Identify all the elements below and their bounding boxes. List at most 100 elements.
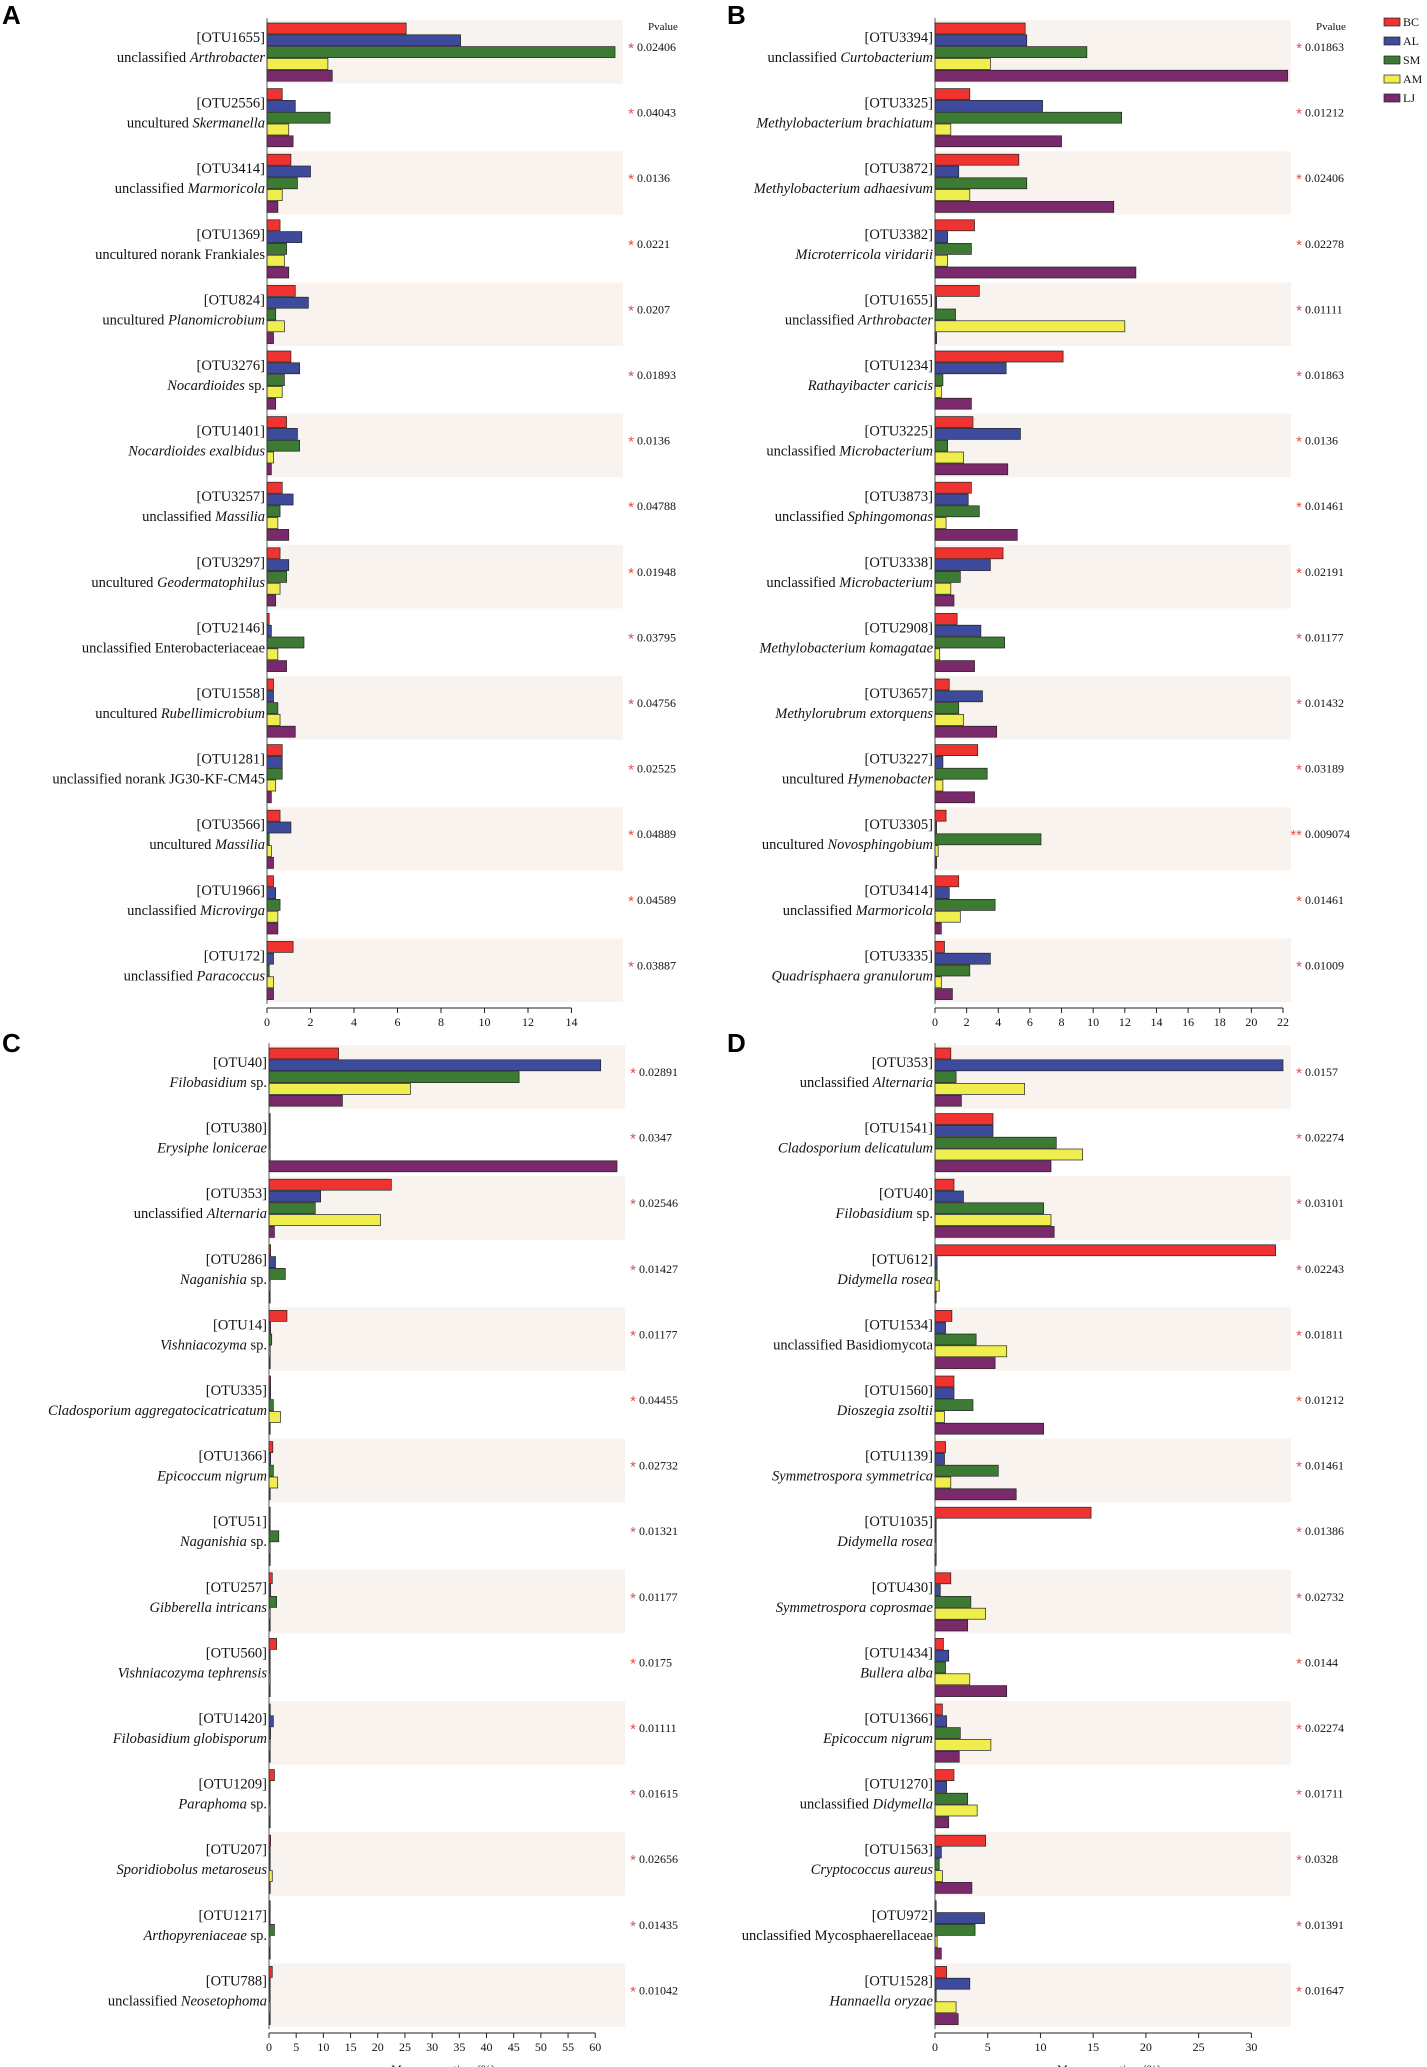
significance-stars: * xyxy=(1296,565,1302,582)
pvalue-label: 0.02891 xyxy=(639,1065,678,1079)
bar-bc xyxy=(268,1638,277,1650)
bar-sm xyxy=(266,702,279,714)
otu-label: [OTU3338] xyxy=(865,555,933,571)
bar-am xyxy=(934,254,949,267)
bar-group xyxy=(266,875,281,935)
otu-label: [OTU1366] xyxy=(865,1711,933,1727)
bar-am xyxy=(266,189,283,201)
pvalue-label: 0.01461 xyxy=(1305,499,1344,513)
pvalue-label: 0.03101 xyxy=(1305,1196,1344,1210)
otu-label: [OTU3414] xyxy=(865,883,933,899)
bar-bc xyxy=(934,1441,946,1453)
x-tick-label: 25 xyxy=(1193,2040,1205,2054)
bar-am xyxy=(266,779,277,792)
bar-group xyxy=(934,1310,1008,1369)
bar-bc xyxy=(268,1310,288,1322)
bar-al xyxy=(934,1649,950,1662)
pvalue-label: 0.01177 xyxy=(639,1327,678,1341)
bar-lj xyxy=(934,1882,973,1894)
otu-label: [OTU3325] xyxy=(865,96,933,112)
significance-stars: * xyxy=(1296,1065,1302,1082)
bar-al xyxy=(934,756,944,768)
bar-lj xyxy=(934,69,1289,82)
significance-stars: * xyxy=(630,1196,636,1213)
significance-stars: * xyxy=(628,302,634,319)
significance-stars: * xyxy=(628,565,634,582)
x-axis-label: Mean proportions(%) xyxy=(391,2062,495,2067)
legend-label-bc: BC xyxy=(1403,15,1419,29)
significance-stars: * xyxy=(1296,1590,1302,1607)
x-tick-label: 45 xyxy=(508,2040,520,2054)
bar-sm xyxy=(934,1399,974,1411)
x-tick-label: 12 xyxy=(522,1015,534,1029)
taxon-label: Naganishia sp. xyxy=(179,1534,267,1550)
bar-group xyxy=(268,1244,286,1304)
x-tick-label: 20 xyxy=(372,2040,384,2054)
taxon-label: unclassified Neosetophoma xyxy=(108,1993,267,2009)
bar-sm xyxy=(934,308,956,321)
taxon-label: unclassified Microvirga xyxy=(127,903,265,919)
taxon-label: Quadrisphaera granulorum xyxy=(771,968,933,984)
taxon-label: Microterricola viridarii xyxy=(794,247,933,263)
bar-lj xyxy=(268,1094,343,1107)
otu-label: [OTU51] xyxy=(213,1514,267,1530)
pvalue-label: 0.01647 xyxy=(1305,1983,1344,1997)
bar-sm xyxy=(934,46,1088,58)
bar-al xyxy=(266,952,274,965)
taxon-label: Filobasidium sp. xyxy=(169,1075,268,1091)
taxon-label: uncultured Novosphingobium xyxy=(762,837,933,853)
pvalue-label: 0.01811 xyxy=(1305,1327,1344,1341)
bar-lj xyxy=(266,857,274,869)
otu-label: [OTU430] xyxy=(872,1580,933,1596)
taxon-label: Vishniacozyma tephrensis xyxy=(118,1665,268,1681)
pvalue-label: 0.01177 xyxy=(1305,630,1344,644)
otu-label: [OTU3335] xyxy=(865,948,933,964)
significance-stars: * xyxy=(1296,1918,1302,1935)
pvalue-label: 0.01111 xyxy=(1305,302,1343,316)
pvalue-label: 0.0221 xyxy=(637,237,670,251)
pvalue-label: 0.03887 xyxy=(637,958,676,972)
bar-am xyxy=(266,648,279,661)
bar-sm xyxy=(934,1464,999,1477)
taxon-label: uncultured Planomicrobium xyxy=(102,312,265,328)
bar-sm xyxy=(934,702,960,714)
bar-sm xyxy=(266,308,277,321)
bar-al xyxy=(934,100,1043,112)
row-band xyxy=(267,544,623,609)
significance-stars: * xyxy=(1296,1852,1302,1869)
x-tick-label: 14 xyxy=(1150,1015,1162,1029)
bar-al xyxy=(934,34,1028,47)
bar-lj xyxy=(934,1947,942,1960)
bar-bc xyxy=(266,809,281,822)
bar-sm xyxy=(934,243,972,255)
row-band xyxy=(269,1832,625,1896)
bar-lj xyxy=(934,1488,1017,1501)
bar-bc xyxy=(934,1703,943,1716)
significance-stars: * xyxy=(630,1262,636,1279)
bar-am xyxy=(934,1804,978,1817)
bar-lj xyxy=(934,1422,1044,1435)
taxon-label: unclassified Arthrobacter xyxy=(785,312,933,328)
bar-sm xyxy=(268,1268,286,1280)
otu-label: [OTU1270] xyxy=(865,1777,933,1793)
bar-group xyxy=(266,744,283,804)
taxon-label: Epicoccum nigrum xyxy=(822,1731,933,1747)
bar-group xyxy=(268,1375,281,1435)
taxon-label: unclassified Curtobacterium xyxy=(767,50,933,66)
bar-am xyxy=(266,123,290,136)
pvalue-label: 0.01863 xyxy=(1305,368,1344,382)
significance-stars: * xyxy=(1296,762,1302,779)
x-tick-label: 4 xyxy=(995,1015,1001,1029)
taxon-label: unclassified norank JG30-KF-CM45 xyxy=(52,772,265,788)
bar-group xyxy=(934,547,1004,607)
otu-label: [OTU3305] xyxy=(865,817,933,833)
bar-lj xyxy=(266,725,296,738)
significance-stars: * xyxy=(628,434,634,451)
significance-stars: * xyxy=(630,1065,636,1082)
taxon-label: Symmetrospora coprosmae xyxy=(776,1600,934,1616)
taxon-label: Nocardioides exalbidus xyxy=(127,444,265,460)
bar-bc xyxy=(934,678,950,691)
bar-al xyxy=(934,952,991,965)
bar-sm xyxy=(934,374,944,386)
bar-bc xyxy=(934,1769,955,1781)
